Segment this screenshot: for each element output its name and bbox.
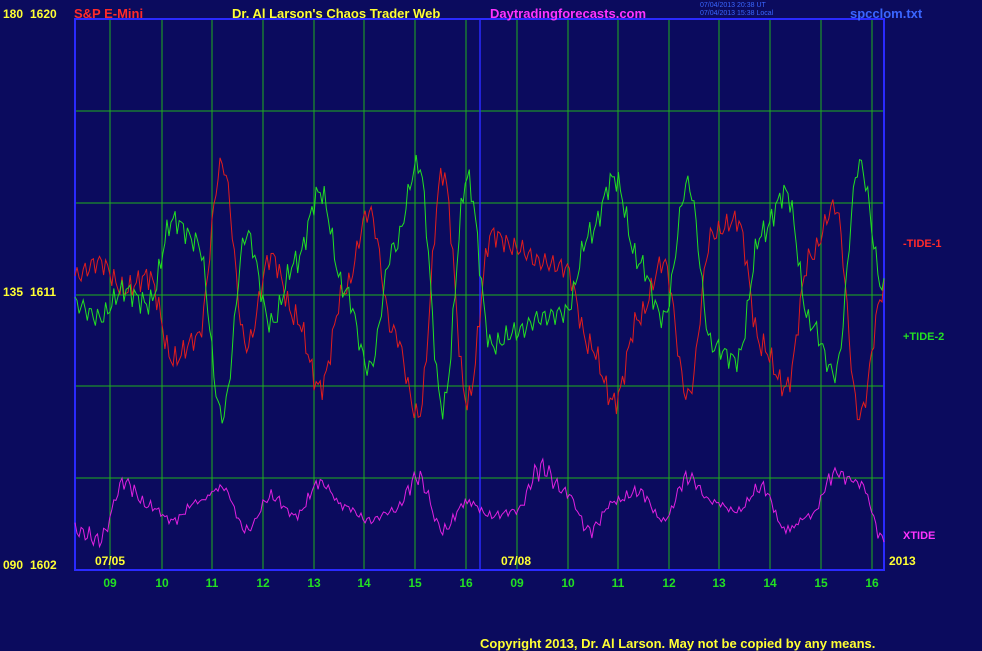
series-label: +TIDE-2 (903, 331, 944, 343)
y-axis-price-label: 1611 (30, 285, 56, 299)
x-tick-label: 13 (307, 576, 321, 590)
y-axis-deg-label: 180 (3, 7, 23, 21)
x-tick-label: 14 (357, 576, 371, 590)
date-label: 07/05 (95, 554, 125, 568)
x-tick-label: 10 (561, 576, 575, 590)
series-label: -TIDE-1 (903, 238, 942, 250)
x-tick-label: 12 (256, 576, 270, 590)
x-tick-label: 12 (662, 576, 676, 590)
series-line (74, 154, 885, 424)
series-line (74, 457, 885, 549)
y-axis-price-label: 1620 (30, 7, 57, 21)
x-tick-label: 14 (763, 576, 777, 590)
x-tick-label: 09 (510, 576, 524, 590)
series-layer (74, 154, 885, 549)
copyright: Copyright 2013, Dr. Al Larson. May not b… (480, 636, 876, 651)
x-tick-label: 13 (712, 576, 726, 590)
x-tick-label: 09 (103, 576, 117, 590)
chart-frame (74, 18, 885, 571)
x-tick-label: 10 (155, 576, 169, 590)
filename-label: spcclom.txt (850, 6, 923, 21)
timestamp-local: 07/04/2013 15:38 Local (700, 10, 774, 17)
instrument-label: S&P E-Mini (74, 6, 144, 21)
chart-title: Dr. Al Larson's Chaos Trader Web (232, 6, 441, 21)
year-label: 2013 (889, 554, 916, 568)
series-line (74, 157, 885, 421)
x-tick-label: 15 (408, 576, 422, 590)
grid (75, 19, 884, 570)
x-tick-label: 16 (459, 576, 473, 590)
series-label: XTIDE (903, 530, 935, 542)
x-tick-label: 11 (206, 576, 219, 590)
x-tick-label: 16 (865, 576, 879, 590)
date-label: 07/08 (501, 554, 531, 568)
x-tick-label: 11 (612, 576, 625, 590)
y-axis-price-label: 1602 (30, 558, 57, 572)
x-tick-label: 15 (814, 576, 828, 590)
site-label: Daytradingforecasts.com (490, 6, 647, 21)
timestamp-ut: 07/04/2013 20:38 UT (700, 2, 766, 9)
y-axis-deg-label: 135 (3, 285, 23, 299)
y-axis-deg-label: 090 (3, 558, 23, 572)
